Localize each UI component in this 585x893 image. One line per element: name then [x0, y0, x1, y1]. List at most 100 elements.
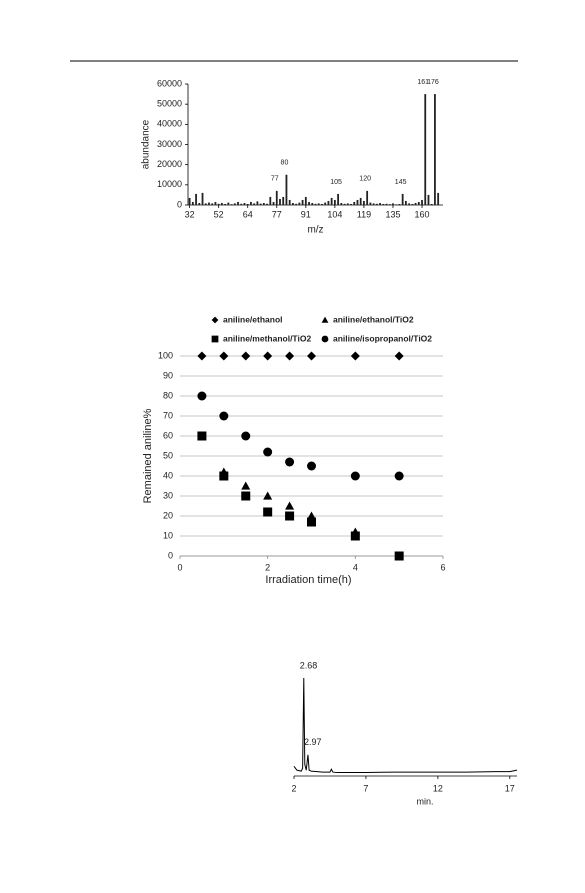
legend-marker	[211, 316, 219, 324]
bar	[382, 203, 385, 205]
point	[394, 551, 404, 561]
bar	[311, 202, 314, 205]
y-tick-label: 40000	[157, 119, 182, 129]
legend-label: aniline/methanol/TiO2	[223, 333, 311, 343]
bar	[304, 196, 307, 205]
x-tick-label: 52	[214, 209, 224, 219]
bar	[240, 203, 243, 205]
y-tick-label: 70	[163, 410, 173, 420]
bar	[404, 200, 407, 205]
bar	[188, 197, 191, 205]
point	[241, 491, 251, 501]
bar	[195, 193, 197, 205]
point	[350, 471, 360, 481]
point	[241, 351, 251, 361]
bar	[427, 194, 430, 205]
bar	[233, 203, 236, 205]
bar	[375, 203, 378, 205]
bar	[408, 203, 411, 205]
bar	[430, 203, 433, 205]
bar	[298, 202, 301, 205]
bar	[343, 203, 346, 205]
bar	[398, 203, 401, 205]
bar	[346, 203, 349, 205]
bar	[363, 200, 365, 205]
legend-marker	[321, 335, 329, 343]
peak-label: 2.97	[304, 737, 322, 747]
bar	[340, 202, 343, 205]
y-tick-label: 50000	[157, 99, 182, 109]
x-tick-label: 12	[433, 783, 443, 793]
bar	[272, 201, 275, 205]
bar	[262, 202, 265, 205]
y-axis-label: Remained aniline%	[142, 408, 154, 503]
bar	[414, 202, 417, 205]
y-tick-label: 100	[158, 350, 173, 360]
bar	[279, 198, 281, 205]
point	[394, 351, 404, 361]
x-tick-label: 160	[415, 209, 430, 219]
x-tick-label: 104	[327, 209, 342, 219]
point	[285, 501, 295, 510]
bar	[227, 202, 230, 205]
bar	[198, 202, 201, 205]
x-tick-label: 119	[357, 209, 371, 219]
point	[263, 447, 273, 457]
x-axis-label: m/z	[307, 225, 323, 236]
point	[219, 351, 229, 361]
peak-label: 145	[395, 179, 407, 186]
x-tick-label: 7	[363, 783, 368, 793]
bar	[356, 199, 359, 205]
y-tick-label: 30	[163, 490, 173, 500]
x-tick-label: 64	[243, 209, 253, 219]
x-axis-label: min.	[416, 796, 433, 806]
bar	[434, 94, 436, 205]
bar	[317, 203, 320, 205]
bar	[366, 190, 369, 205]
bar	[333, 199, 336, 205]
x-tick-label: 0	[177, 562, 182, 572]
bar	[324, 202, 327, 205]
point	[219, 411, 229, 421]
x-tick-label: 2	[265, 562, 270, 572]
bar	[401, 193, 404, 205]
y-tick-label: 90	[163, 370, 173, 380]
y-tick-label: 10	[163, 530, 173, 540]
bar	[285, 174, 288, 205]
peak-label: 120	[359, 176, 371, 183]
bar	[372, 203, 375, 205]
point	[285, 457, 295, 467]
trace	[293, 677, 518, 774]
x-tick-label: 6	[440, 562, 445, 572]
point	[394, 471, 404, 481]
bar	[253, 203, 256, 205]
bar	[288, 199, 291, 205]
x-tick-label: 135	[385, 209, 400, 219]
point	[197, 391, 207, 401]
y-axis-label: abundance	[141, 119, 152, 169]
bar	[269, 196, 272, 205]
bar	[259, 203, 262, 205]
bar	[204, 203, 207, 205]
x-axis-label: Irradiation time(h)	[265, 574, 351, 586]
legend-marker	[211, 335, 219, 343]
point	[350, 351, 360, 361]
point	[307, 461, 316, 471]
x-tick-label: 91	[301, 209, 311, 219]
bar	[437, 192, 440, 205]
bar	[388, 204, 391, 205]
bar	[224, 203, 227, 205]
y-tick-label: 0	[177, 199, 182, 209]
y-tick-label: 80	[163, 390, 173, 400]
point	[241, 481, 251, 490]
point	[241, 431, 251, 441]
peak-label: 2.68	[300, 660, 318, 670]
bar	[230, 204, 233, 205]
legend-label: aniline/isopropanol/TiO2	[333, 333, 432, 343]
bar	[314, 203, 317, 205]
legend-label: aniline/ethanol/TiO2	[333, 314, 414, 324]
peak-label: 176	[427, 79, 439, 86]
peak-label: 80	[281, 160, 289, 167]
bar	[217, 203, 220, 205]
